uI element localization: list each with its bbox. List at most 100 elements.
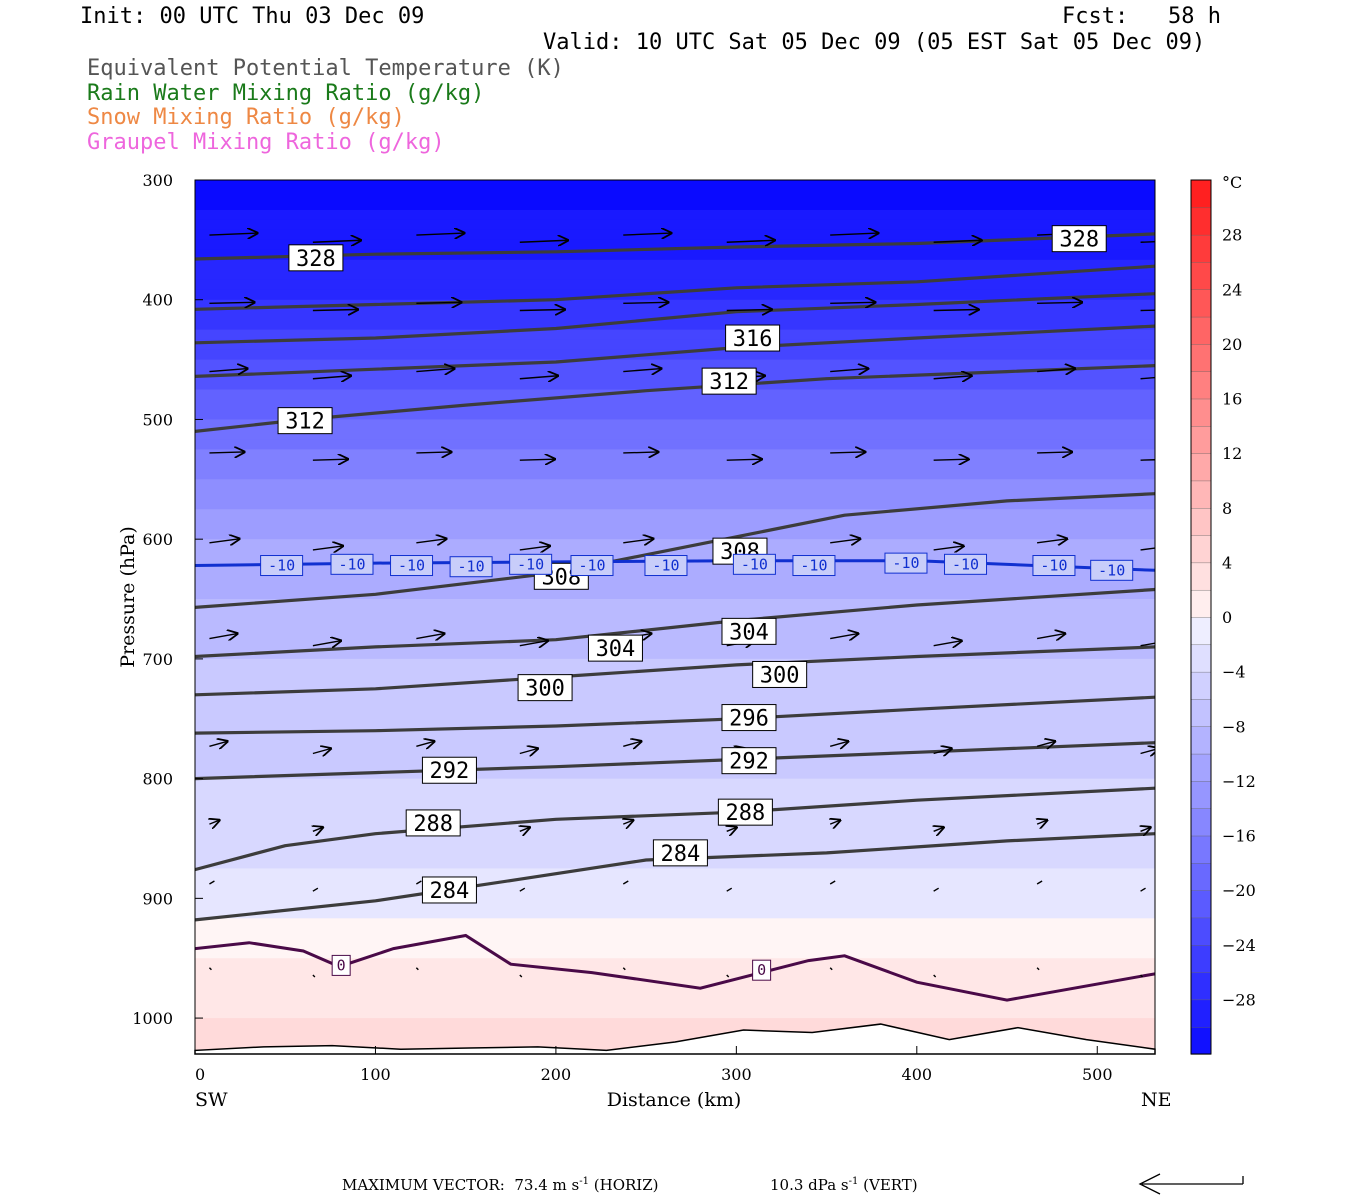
temperature-band xyxy=(195,249,1155,261)
svg-text:300: 300 xyxy=(525,677,565,702)
y-tick-label: 1000 xyxy=(132,1009,173,1028)
wind-vector xyxy=(312,240,361,242)
y-axis-label: Pressure (hPa) xyxy=(117,526,139,668)
temperature-band xyxy=(195,698,1155,710)
wind-vector xyxy=(623,741,641,746)
temperature-band xyxy=(195,638,1155,650)
temperature-shading xyxy=(195,180,1155,1054)
wind-vector xyxy=(312,887,319,892)
colorbar-tick-label: 16 xyxy=(1222,390,1242,409)
wind-vector xyxy=(933,641,962,646)
wind-vector xyxy=(1140,547,1155,551)
svg-text:-10: -10 xyxy=(517,555,544,573)
colorbar-cell xyxy=(1190,644,1212,673)
colorbar-frame xyxy=(1190,179,1212,1055)
theta-e-contour-324 xyxy=(195,264,1155,311)
temperature-band xyxy=(195,199,1155,211)
svg-text:292: 292 xyxy=(729,750,769,775)
wind-vector xyxy=(1140,240,1155,243)
wind-vector xyxy=(415,967,419,971)
colorbar-tick-label: −20 xyxy=(1222,881,1256,900)
temperature-band xyxy=(195,399,1155,411)
wind-vector xyxy=(519,546,550,550)
wind-vector xyxy=(726,974,730,978)
temperature-band xyxy=(195,728,1155,740)
wind-vector xyxy=(623,452,658,453)
init-time-label: Init: 00 UTC Thu 03 Dec 09 xyxy=(80,4,425,29)
temperature-band xyxy=(195,189,1155,201)
colorbar-cell xyxy=(1190,889,1212,919)
wind-vector xyxy=(208,967,212,971)
wind-vector xyxy=(519,641,548,646)
wind-vector xyxy=(1140,376,1155,380)
svg-text:288: 288 xyxy=(726,801,766,826)
wind-vector xyxy=(312,546,343,550)
svg-text:-10: -10 xyxy=(892,554,919,572)
temperature-band xyxy=(195,439,1155,451)
temperature-band xyxy=(195,798,1155,810)
colorbar-tick-label: −28 xyxy=(1222,990,1256,1009)
wind-vector xyxy=(933,748,952,753)
temperature-band xyxy=(195,489,1155,501)
svg-text:-10: -10 xyxy=(952,555,979,573)
wind-vector xyxy=(416,452,451,453)
theta-e-label: 284 xyxy=(652,839,708,867)
wind-vector xyxy=(933,240,982,242)
temperature-band xyxy=(195,788,1155,800)
temperature-band xyxy=(195,948,1155,960)
temperature-band xyxy=(195,618,1155,630)
theta-e-contour-288 xyxy=(195,786,1155,872)
colorbar-cell xyxy=(1190,671,1212,700)
svg-text:-10: -10 xyxy=(458,558,485,576)
colorbar-tick-label: 4 xyxy=(1222,553,1232,572)
temperature-band xyxy=(195,499,1155,511)
wind-vector xyxy=(727,827,737,831)
svg-text:-10: -10 xyxy=(1098,561,1125,579)
wind-vector xyxy=(1036,880,1043,885)
colorbar-tick-label: −4 xyxy=(1222,663,1246,682)
wind-vector xyxy=(1141,827,1151,831)
colorbar-tick-label: −8 xyxy=(1222,717,1246,736)
terrain-mask xyxy=(194,1023,1156,1055)
max-vector-vert: 10.3 dPa s-1 (VERT) xyxy=(770,1176,918,1194)
wind-vector xyxy=(623,820,633,824)
temperature-band xyxy=(195,529,1155,541)
isotherm-label: 0 xyxy=(752,959,772,981)
colorbar-tick-label: −16 xyxy=(1222,827,1256,846)
wind-vector xyxy=(1140,748,1155,753)
wind-vector xyxy=(415,880,422,885)
wind-vector xyxy=(1140,974,1144,978)
temperature-band xyxy=(195,678,1155,690)
wind-vector xyxy=(209,369,247,372)
wind-vector xyxy=(416,539,446,543)
temperature-band xyxy=(195,219,1155,231)
colorbar-cell xyxy=(1190,398,1212,427)
svg-text:304: 304 xyxy=(596,637,636,662)
svg-text:312: 312 xyxy=(709,370,749,395)
temperature-band xyxy=(195,928,1155,940)
colorbar-cell xyxy=(1190,179,1212,209)
x-tick-label: 200 xyxy=(541,1065,572,1084)
isotherm-label: -10 xyxy=(390,555,434,577)
wind-vector xyxy=(209,741,227,746)
theta-e-label: 292 xyxy=(721,747,777,775)
wind-vector xyxy=(1037,302,1082,303)
colorbar-unit: °C xyxy=(1222,173,1242,192)
temperature-band xyxy=(195,519,1155,531)
temperature-band xyxy=(195,180,1155,191)
wind-vector xyxy=(726,240,775,242)
isotherm-label: -10 xyxy=(330,553,374,575)
wind-vector xyxy=(726,459,762,460)
temperature-band xyxy=(195,379,1155,391)
temperature-band xyxy=(195,768,1155,780)
colorbar-tick-label: 12 xyxy=(1222,444,1242,463)
wind-vector xyxy=(1140,459,1155,461)
temperature-band xyxy=(195,289,1155,301)
isotherm-label: -10 xyxy=(792,555,836,577)
wind-vector xyxy=(519,748,538,753)
temperature-band xyxy=(195,509,1155,521)
wind-vector xyxy=(726,310,772,311)
theta-e-contour-296 xyxy=(195,695,1155,735)
wind-vector xyxy=(519,240,568,242)
